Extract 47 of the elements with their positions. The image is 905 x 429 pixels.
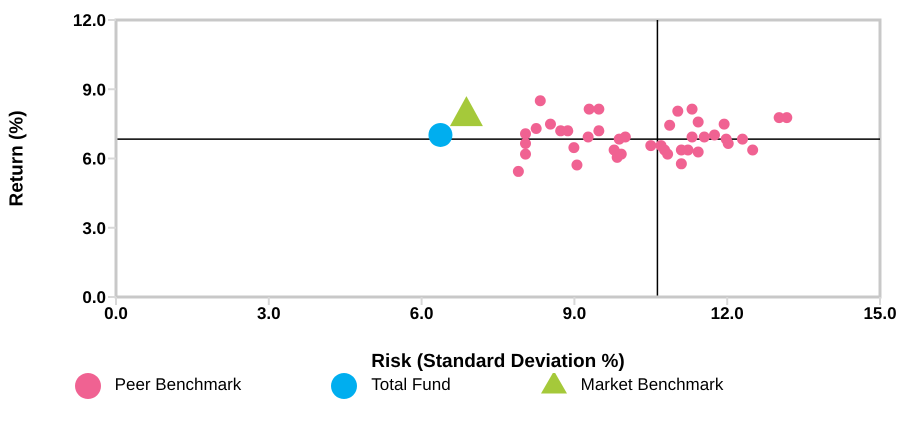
legend-label: Total Fund — [371, 375, 451, 394]
point — [676, 158, 687, 170]
point — [692, 146, 704, 158]
point — [692, 116, 704, 128]
x-tick-label: 3.0 — [256, 304, 281, 324]
x-tick-label: 12.0 — [710, 304, 744, 324]
point — [664, 120, 676, 131]
point — [568, 142, 580, 154]
point — [708, 129, 720, 140]
point — [736, 134, 748, 145]
point — [672, 106, 684, 117]
legend-label: Peer Benchmark — [114, 375, 242, 394]
y-tick-label: 3.0 — [82, 218, 106, 238]
x-tick-label: 9.0 — [562, 304, 586, 324]
y-tick-label: 12.0 — [72, 11, 106, 30]
point — [584, 104, 595, 115]
point — [645, 140, 656, 152]
point — [520, 128, 532, 140]
y-tick-label: 0.0 — [82, 288, 106, 308]
point — [722, 138, 734, 149]
point — [450, 96, 483, 126]
point — [620, 132, 631, 143]
y-tick-label: 9.0 — [82, 80, 106, 100]
point — [747, 144, 758, 156]
point — [718, 118, 730, 130]
x-axis-title: Risk (Standard Deviation %) — [371, 351, 625, 372]
point — [520, 148, 532, 160]
x-tick-label: 0.0 — [104, 304, 128, 324]
point — [686, 104, 698, 115]
point — [662, 148, 674, 160]
x-tick-label: 15.0 — [863, 304, 897, 324]
legend-label: Market Benchmark — [580, 375, 724, 394]
point — [698, 132, 710, 143]
y-tick-label: 6.0 — [82, 150, 106, 169]
point — [593, 104, 604, 115]
point — [686, 132, 698, 143]
point — [520, 138, 532, 149]
point — [534, 95, 546, 106]
point — [530, 123, 542, 134]
y-axis-title: Return (%) — [6, 110, 28, 207]
point — [428, 122, 452, 147]
point — [571, 159, 582, 170]
point — [544, 118, 556, 130]
point — [582, 132, 594, 143]
point — [593, 125, 604, 136]
x-tick-label: 6.0 — [410, 304, 434, 324]
point — [512, 166, 524, 177]
